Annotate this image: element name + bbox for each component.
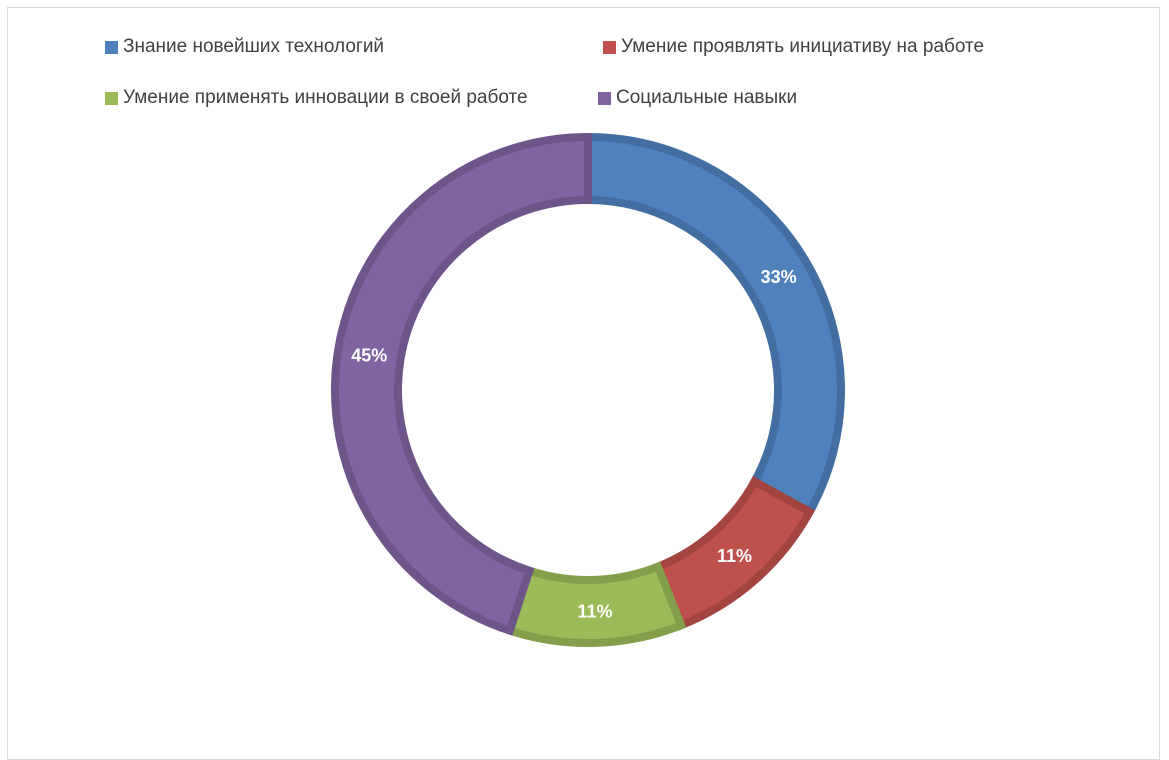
data-label-1: 11% <box>717 546 752 566</box>
donut-segment-3 <box>331 132 592 636</box>
data-label-3: 45% <box>351 345 387 365</box>
legend-row: Умение применять инновации в своей работ… <box>105 87 1065 138</box>
legend-label: Знание новейших технологий <box>123 36 385 57</box>
data-label-0: 33% <box>761 267 797 287</box>
legend-swatch <box>105 40 118 54</box>
legend-row: Знание новейших технологий Умение проявл… <box>105 36 1065 87</box>
data-label-2: 11% <box>577 601 612 621</box>
legend-label: Умение применять инновации в своей работ… <box>123 87 528 108</box>
donut-segment-0 <box>584 132 845 518</box>
legend-item-initiative: Умение проявлять инициативу на работе <box>603 36 984 58</box>
legend-swatch <box>603 40 616 54</box>
legend-item-social-skills: Социальные навыки <box>598 87 797 109</box>
legend-item-innovations: Умение применять инновации в своей работ… <box>105 87 528 109</box>
legend-item-new-technologies: Знание новейших технологий <box>105 36 384 58</box>
legend-label: Социальные навыки <box>616 87 798 108</box>
legend: Знание новейших технологий Умение проявл… <box>105 36 1065 138</box>
legend-swatch <box>105 91 118 105</box>
legend-swatch <box>598 91 611 105</box>
legend-label: Умение проявлять инициативу на работе <box>621 36 985 57</box>
